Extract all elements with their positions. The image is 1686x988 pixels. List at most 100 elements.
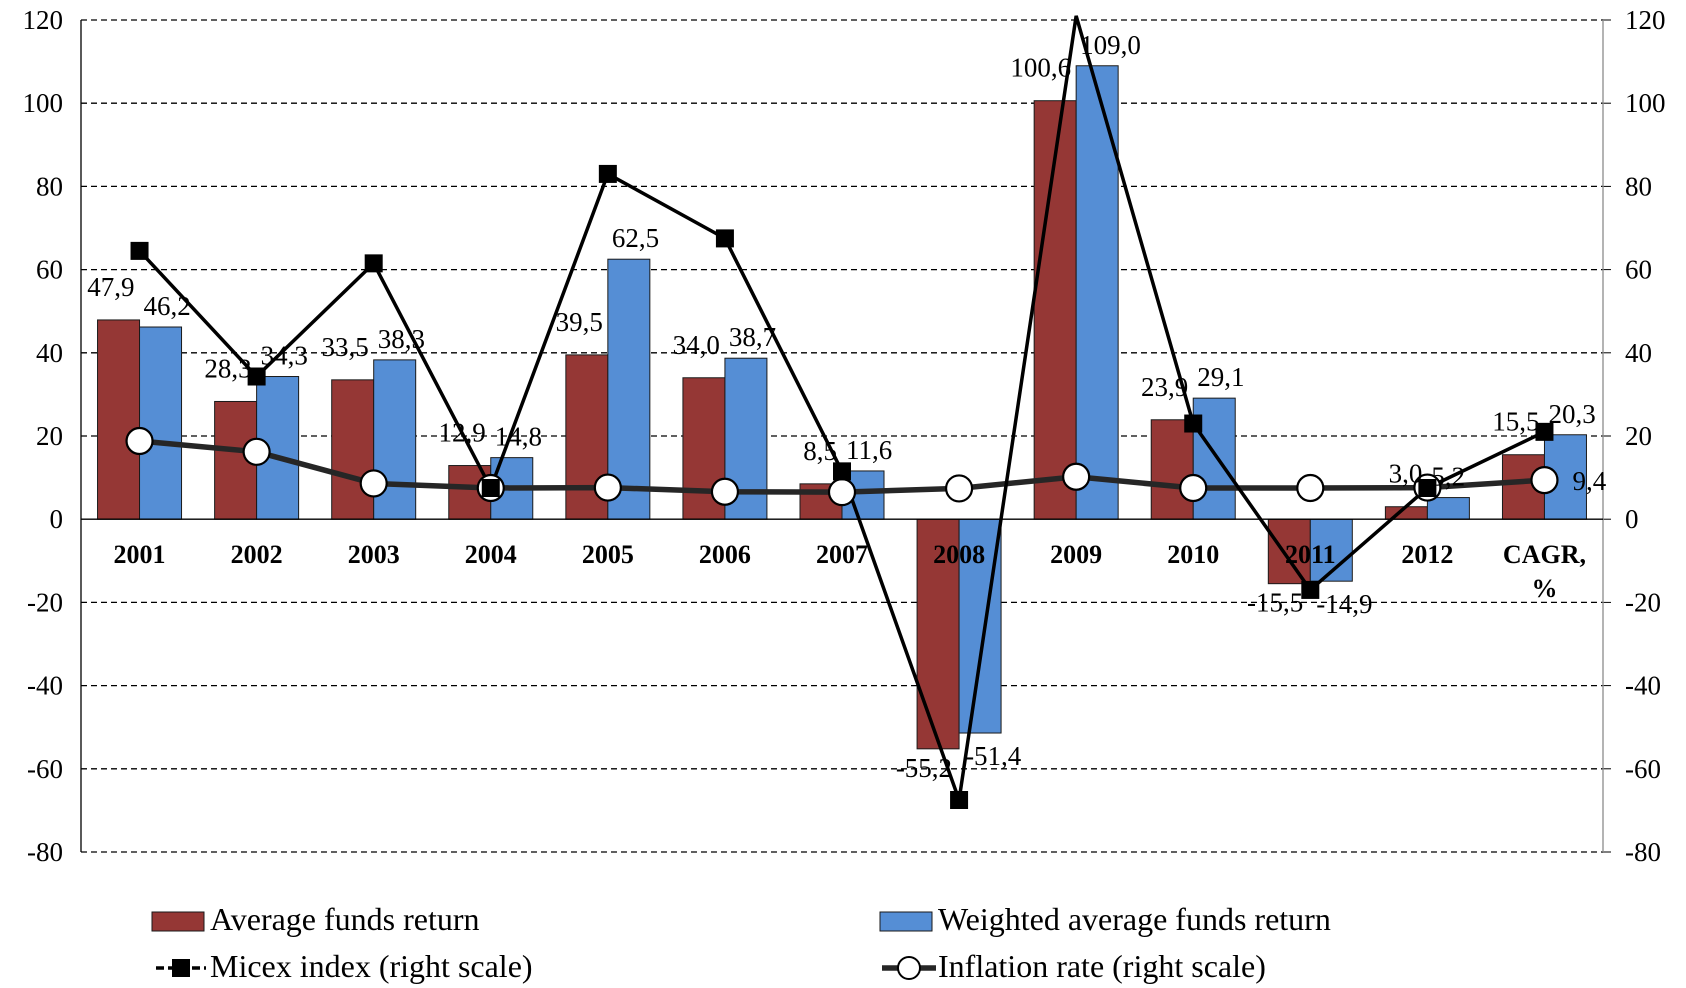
y-tick-label: 40 (36, 338, 63, 368)
micex-point (1301, 580, 1320, 599)
legend-label: Average funds return (210, 901, 480, 937)
y2-tick-label: 20 (1625, 421, 1652, 451)
data-label: -15,5 (1247, 588, 1303, 618)
data-label: 11,6 (846, 435, 892, 465)
bar-weighted (139, 326, 183, 520)
bar-average (97, 319, 141, 520)
data-label: 34,0 (673, 330, 720, 360)
micex-point (130, 241, 149, 260)
y2-tick-label: -20 (1625, 587, 1661, 617)
micex-point (481, 479, 500, 497)
data-label: -55,2 (896, 753, 952, 783)
inflation-point (710, 477, 740, 506)
y2-tick-label: 120 (1625, 5, 1666, 35)
data-label: 46,2 (144, 291, 191, 321)
y2-tick-label: 60 (1625, 255, 1652, 285)
micex-point (1184, 414, 1203, 433)
data-label: 5,2 (1431, 462, 1465, 492)
y2-tick-label: -60 (1625, 754, 1661, 784)
y2-tick-label: 40 (1625, 338, 1652, 368)
x-category-label: 2006 (699, 540, 751, 569)
gridlines (81, 19, 1603, 853)
bar-average (1033, 100, 1077, 520)
y-tick-label: 100 (23, 88, 64, 118)
data-label: 100,6 (1010, 53, 1071, 83)
data-label: 38,7 (729, 322, 776, 352)
bar-average (916, 518, 960, 750)
y2-tick-label: 0 (1625, 504, 1639, 534)
data-label: 109,0 (1080, 30, 1141, 60)
inflation-point (593, 473, 622, 502)
x-category-label: 2010 (1167, 540, 1219, 569)
x-category-label: % (1531, 574, 1557, 603)
data-label: 23,9 (1141, 372, 1188, 402)
legend-swatch (879, 911, 933, 932)
line-series (125, 15, 1559, 809)
data-label: 3,0 (1389, 459, 1423, 489)
bar-weighted (1426, 497, 1470, 520)
y2-tick-label: -80 (1625, 837, 1661, 867)
axes: -80 -80 -60 -60 -40 -40 -20 -20 0 0 20 20 40 40 60 60 80… (23, 5, 1666, 867)
data-label: -51,4 (965, 741, 1022, 771)
data-label: 28,3 (204, 353, 251, 383)
data-label: 8,5 (803, 436, 837, 466)
data-label: 47,9 (87, 272, 134, 302)
y-tick-label: 60 (36, 255, 63, 285)
data-label: 20,3 (1548, 399, 1595, 429)
data-label: 15,5 (1492, 407, 1539, 437)
legend-label: Weighted average funds return (938, 901, 1331, 937)
y-tick-label: -60 (27, 754, 63, 784)
inflation-point (944, 474, 974, 503)
y-tick-label: 0 (50, 504, 64, 534)
y-tick-label: -80 (27, 837, 63, 867)
y-tick-label: 20 (36, 421, 63, 451)
inflation-point (1296, 473, 1325, 503)
inflation-point (827, 478, 857, 507)
y2-tick-label: 100 (1625, 88, 1666, 118)
inflation-point (125, 426, 154, 456)
bar-weighted (1075, 65, 1119, 520)
x-category-label: 2007 (816, 540, 868, 569)
x-category-label: 2012 (1401, 540, 1453, 569)
bar-average (331, 379, 375, 520)
legend-swatch (151, 911, 205, 932)
inflation-point (359, 469, 388, 498)
inflation-point (1179, 473, 1208, 503)
y2-tick-label: 80 (1625, 171, 1652, 201)
data-label: 14,8 (495, 422, 542, 452)
x-category-label: CAGR, (1503, 540, 1586, 569)
legend-label: Inflation rate (right scale) (938, 948, 1266, 984)
y-tick-label: -20 (27, 587, 63, 617)
micex-point (364, 254, 383, 273)
x-category-label: 2009 (1050, 540, 1102, 569)
inflation-point (1062, 462, 1091, 491)
data-labels: 47,9 28,3 33,5 12,9 39,5 34,0 8,5 -55,2 100,6 23,… (87, 30, 1606, 783)
micex-point (715, 229, 734, 248)
legend-marker (172, 959, 190, 977)
x-category-label: 2002 (231, 540, 283, 569)
x-category-label: 2008 (933, 540, 985, 569)
micex-point (1535, 422, 1554, 441)
inflation-point (242, 437, 271, 466)
micex-point (950, 791, 969, 809)
y2-tick-label: -40 (1625, 671, 1661, 701)
legend-label: Micex index (right scale) (210, 948, 533, 984)
bar-series (97, 65, 1587, 750)
y-tick-label: 80 (36, 171, 63, 201)
x-category-label: 2003 (348, 540, 400, 569)
micex-point (833, 462, 851, 481)
y-tick-label: 120 (23, 5, 64, 35)
legend: Average funds return Weighted average fun… (151, 901, 1331, 984)
data-label: 12,9 (439, 418, 486, 448)
micex-point (247, 367, 266, 386)
data-label: 9,4 (1572, 466, 1606, 496)
bar-average (1150, 419, 1194, 520)
data-label: 33,5 (321, 332, 368, 362)
legend-marker (897, 956, 921, 980)
data-label: -14,9 (1316, 589, 1372, 619)
micex-point (598, 164, 617, 183)
data-label: 38,3 (378, 324, 425, 354)
micex-point (1418, 479, 1437, 497)
data-label: 39,5 (556, 307, 603, 337)
